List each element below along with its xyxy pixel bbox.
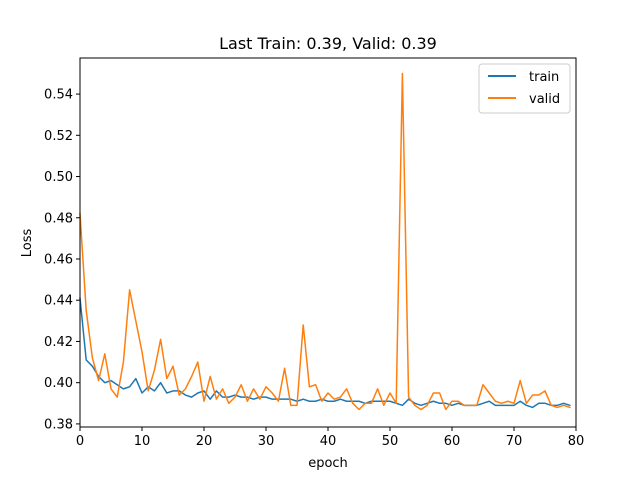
x-tick-label: 10 <box>134 434 151 449</box>
x-axis-label: epoch <box>308 456 348 471</box>
x-tick-label: 0 <box>76 434 84 449</box>
y-tick-label: 0.44 <box>44 294 73 309</box>
legend: train valid <box>478 63 571 114</box>
x-tick-label: 70 <box>506 434 523 449</box>
y-tick-label: 0.38 <box>44 417 73 432</box>
x-axis: 0 10 20 30 40 50 60 70 80 <box>76 427 584 449</box>
y-tick-label: 0.50 <box>44 170 73 185</box>
x-tick-label: 80 <box>568 434 585 449</box>
y-tick-label: 0.42 <box>44 335 73 350</box>
x-tick-label: 60 <box>444 434 461 449</box>
legend-label-train: train <box>529 70 559 85</box>
y-tick-label: 0.48 <box>44 211 73 226</box>
y-tick-label: 0.52 <box>44 129 73 144</box>
series-line-train <box>79 297 571 409</box>
y-tick-label: 0.54 <box>44 88 73 103</box>
x-tick-label: 40 <box>320 434 337 449</box>
x-tick-label: 50 <box>382 434 399 449</box>
y-axis-label: Loss <box>20 229 35 258</box>
x-tick-label: 20 <box>196 434 213 449</box>
y-tick-label: 0.40 <box>44 376 73 391</box>
x-tick-label: 30 <box>258 434 275 449</box>
chart-title: Last Train: 0.39, Valid: 0.39 <box>219 34 437 53</box>
series-lines <box>79 72 571 411</box>
legend-label-valid: valid <box>529 92 560 107</box>
y-tick-label: 0.46 <box>44 252 73 267</box>
series-line-valid <box>79 72 571 411</box>
y-axis: 0.38 0.40 0.42 0.44 0.46 0.48 0.50 0.52 0.54 <box>44 88 80 432</box>
